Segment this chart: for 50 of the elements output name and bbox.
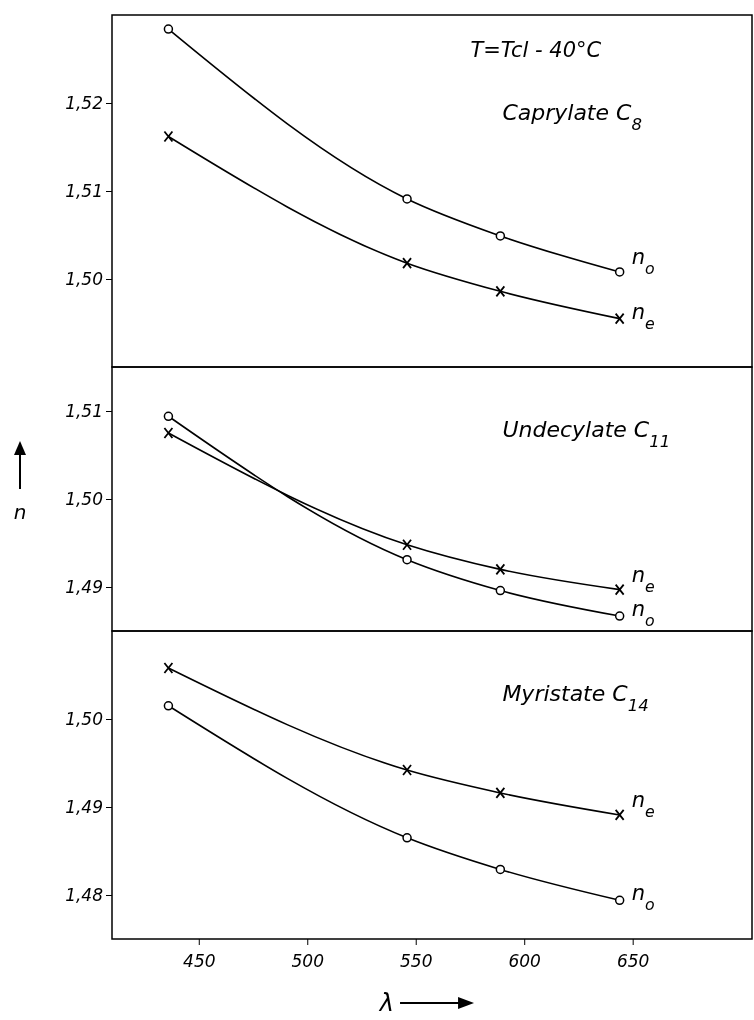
y-tick-label: 1,51 bbox=[65, 400, 103, 421]
point bbox=[495, 285, 506, 298]
y-tick-label: 1,52 bbox=[65, 92, 103, 113]
x-tick-label: 550 bbox=[400, 950, 433, 971]
x-tick-label: 500 bbox=[291, 950, 324, 971]
point bbox=[495, 864, 506, 875]
y-tick-label: 1,49 bbox=[65, 796, 103, 817]
series-label: n$_{e}$ bbox=[631, 562, 655, 596]
point bbox=[402, 764, 412, 776]
x-tick-label: 450 bbox=[183, 950, 216, 971]
x-tick-label: 650 bbox=[616, 950, 650, 971]
point bbox=[614, 611, 625, 621]
point bbox=[163, 130, 174, 143]
point bbox=[402, 554, 412, 565]
y-tick-label: 1,49 bbox=[65, 576, 103, 597]
y-tick-label: 1,48 bbox=[65, 884, 104, 905]
y-axis-title: n bbox=[13, 500, 27, 524]
y-tick-label: 1,50 bbox=[65, 268, 103, 289]
point bbox=[495, 585, 506, 596]
point bbox=[614, 895, 625, 906]
series-label: n$_{e}$ bbox=[631, 787, 655, 821]
point bbox=[614, 267, 625, 277]
text: Myristate C$_{14}$ bbox=[502, 681, 649, 715]
x-tick-label: 600 bbox=[508, 950, 541, 971]
point bbox=[614, 809, 625, 821]
point bbox=[495, 787, 506, 799]
y-tick-label: 1,50 bbox=[65, 708, 103, 729]
point bbox=[495, 563, 506, 576]
point bbox=[402, 833, 412, 843]
point bbox=[402, 257, 412, 270]
point bbox=[163, 24, 174, 34]
series-label: n$_{o}$ bbox=[631, 881, 655, 914]
point bbox=[614, 583, 625, 596]
series-label: n$_{o}$ bbox=[631, 597, 655, 630]
point bbox=[402, 194, 412, 204]
point bbox=[163, 701, 174, 711]
text: Undecylate C$_{11}$ bbox=[502, 417, 671, 451]
annotation: T=Tcl - 40°C bbox=[470, 38, 602, 62]
point bbox=[163, 427, 174, 439]
text: Caprylate C$_{8}$ bbox=[502, 100, 642, 134]
y-tick-label: 1,50 bbox=[65, 488, 103, 509]
series-label: n$_{e}$ bbox=[631, 299, 655, 333]
y-tick-label: 1,51 bbox=[65, 180, 103, 201]
point bbox=[163, 411, 174, 422]
series-label: n$_{o}$ bbox=[631, 244, 655, 278]
x-axis-title: λ bbox=[377, 989, 395, 1017]
point bbox=[495, 231, 506, 241]
point bbox=[614, 312, 625, 325]
point bbox=[402, 538, 412, 551]
point bbox=[163, 662, 174, 674]
